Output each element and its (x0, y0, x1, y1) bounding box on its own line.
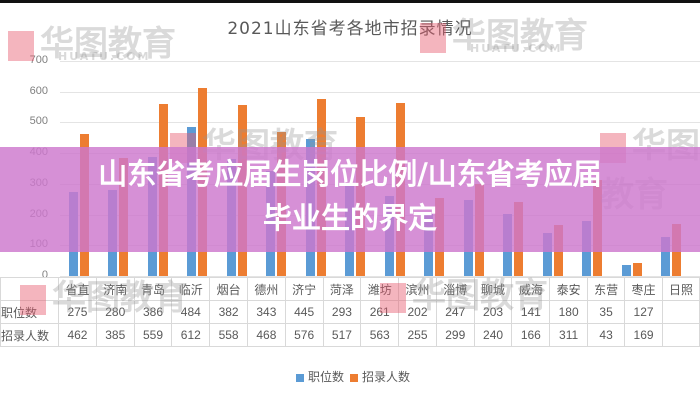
table-cell: 127 (624, 300, 663, 324)
table-cell: 293 (322, 300, 362, 324)
category-label: 济宁 (284, 277, 324, 301)
table-cell (661, 323, 700, 347)
category-label: 烟台 (209, 277, 248, 301)
table-cell: 203 (473, 300, 513, 324)
gridline (60, 91, 700, 93)
headline-text: 山东省考应届生岗位比例/山东省考应届 毕业生的界定 (0, 152, 700, 240)
category-label: 东营 (586, 277, 626, 301)
table-cell: 576 (284, 323, 324, 347)
table-cell: 43 (586, 323, 626, 347)
headline-line-1: 山东省考应届生岗位比例/山东省考应届 (98, 157, 602, 191)
table-cell: 169 (624, 323, 663, 347)
table-cell: 180 (549, 300, 588, 324)
category-label: 菏泽 (322, 277, 362, 301)
category-label: 聊城 (473, 277, 513, 301)
bar-recruits (632, 262, 642, 276)
row-header: 招录人数 (0, 323, 60, 347)
category-label: 淄博 (435, 277, 475, 301)
table-cell: 275 (58, 300, 97, 324)
table-cell: 382 (209, 300, 248, 324)
table-cell (661, 300, 700, 324)
legend-swatch-icon (350, 373, 358, 382)
table-cell: 445 (284, 300, 324, 324)
y-tick-label: 0 (41, 269, 48, 281)
category-label: 泰安 (549, 277, 588, 301)
table-cell: 558 (209, 323, 248, 347)
bar-positions (661, 236, 671, 276)
row-header: 职位数 (0, 300, 60, 324)
table-cell: 247 (435, 300, 475, 324)
table-cell: 462 (58, 323, 97, 347)
legend-label: 职位数 (307, 370, 344, 384)
top-border (0, 0, 700, 3)
category-label: 德州 (246, 277, 286, 301)
table-cell: 612 (171, 323, 211, 347)
category-label: 济南 (95, 277, 135, 301)
table-cell: 343 (246, 300, 286, 324)
y-tick-label: 500 (29, 115, 48, 128)
table-cell: 559 (133, 323, 173, 347)
legend-swatch-icon (295, 373, 304, 382)
table-cell: 35 (586, 300, 626, 324)
gridline (60, 276, 700, 277)
legend-label: 招录人数 (362, 370, 411, 384)
category-label: 省直 (58, 277, 97, 301)
headline-banner (0, 147, 700, 252)
table-cell: 468 (246, 323, 286, 347)
table-cell: 280 (95, 300, 135, 324)
chart-legend: 职位数 招录人数 (0, 368, 700, 385)
table-cell: 166 (511, 323, 551, 347)
category-label: 潍坊 (360, 277, 400, 301)
bar-positions (621, 265, 631, 276)
gridline (60, 122, 700, 124)
table-cell: 240 (473, 323, 513, 347)
category-label: 青岛 (133, 277, 173, 301)
table-cell: 202 (398, 300, 437, 324)
category-label: 滨州 (398, 277, 437, 301)
table-cell: 484 (171, 300, 211, 324)
table-cell: 255 (398, 323, 437, 347)
table-cell: 311 (549, 323, 588, 347)
table-cell: 386 (133, 300, 173, 324)
headline-line-2: 毕业生的界定 (262, 201, 437, 235)
bar-positions (542, 232, 552, 276)
table-cell: 385 (95, 323, 135, 347)
category-label: 枣庄 (624, 277, 663, 301)
category-label: 临沂 (171, 277, 211, 301)
category-label: 威海 (511, 277, 551, 301)
table-cell: 517 (322, 323, 362, 347)
category-label: 日照 (661, 277, 700, 301)
table-cell: 299 (435, 323, 475, 347)
table-cell: 141 (511, 300, 551, 324)
y-tick-label: 600 (29, 84, 48, 97)
table-cell: 261 (360, 300, 400, 324)
data-table: 省直 济南 青岛 临沂 烟台 德州 济宁 菏泽 潍坊 滨州 淄博 聊城 威海 泰安 东营 枣庄 日照职位数 275… (0, 277, 700, 347)
gridline (60, 61, 700, 62)
chart-title: 2021山东省考各地市招录情况 (227, 19, 473, 39)
table-cell: 563 (360, 323, 400, 347)
y-tick-label: 700 (29, 54, 48, 66)
